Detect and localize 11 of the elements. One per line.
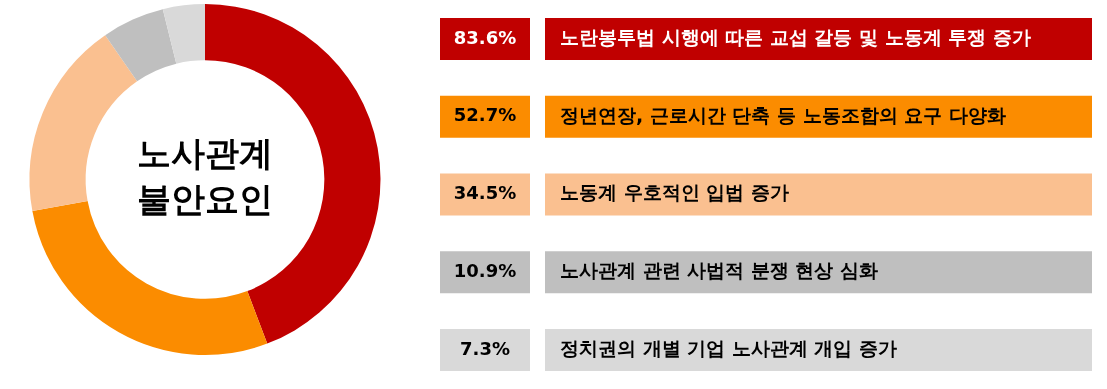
legend-label: 노사관계 관련 사법적 분쟁 현상 심화 [560,259,879,282]
data-label: 83.6% [453,26,517,48]
legend-label: 정년연장, 근로시간 단축 등 노동조합의 요구 다양화 [560,103,1006,126]
data-label: 34.5% [453,182,517,204]
legend-label: 노동계 우호적인 입법 증가 [560,181,789,204]
legend-label: 노란봉투법 시행에 따른 교섭 갈등 및 노동계 투쟁 증가 [560,25,1031,48]
data-label: 52.7% [453,104,517,126]
data-label: 10.9% [453,259,517,281]
legend-label: 정치권의 개별 기업 노사관계 개입 증가 [560,337,898,360]
data-label: 7.3% [460,337,510,359]
text: 노사관계 불안요인 [137,133,273,220]
